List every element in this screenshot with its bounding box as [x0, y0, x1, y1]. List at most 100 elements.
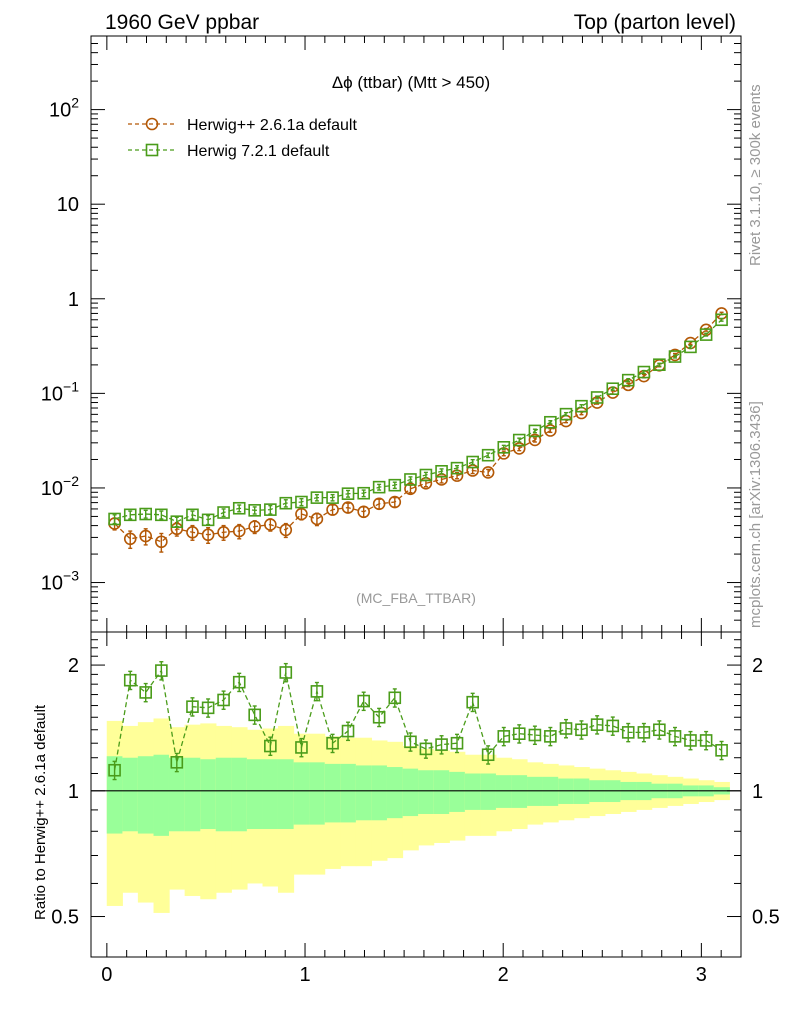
series-line [114, 319, 723, 523]
data-point-square [123, 508, 137, 522]
data-point-square [621, 373, 635, 387]
data-point-square [450, 736, 464, 750]
data-point-square [232, 501, 246, 515]
data-point-square [590, 391, 604, 404]
ratio-band-inner [433, 770, 450, 814]
data-point-square [248, 504, 261, 517]
data-point-square [139, 686, 152, 699]
data-point-square [497, 441, 511, 454]
ratio-y-tick-label-right: 1 [752, 781, 763, 803]
data-point-square [575, 399, 588, 413]
ratio-band-inner [184, 757, 201, 832]
data-point-square [186, 508, 199, 522]
ratio-y-tick-label-left: 1 [68, 781, 79, 803]
y-tick-label: 10−2 [41, 473, 79, 500]
ratio-band-inner [153, 754, 170, 836]
data-point-square [559, 722, 573, 735]
data-point-square [699, 328, 713, 341]
data-point-square [668, 730, 682, 743]
main-panel: 10−3 10−2 10−1 1 10 102 [41, 35, 742, 633]
data-point-circle [123, 532, 137, 546]
ratio-band-inner [449, 771, 466, 812]
y-tick-label: 102 [49, 95, 79, 122]
data-point-circle [310, 512, 324, 526]
data-point-square [295, 495, 308, 509]
y-tick-label: 10−1 [41, 378, 79, 405]
data-point-square [264, 503, 277, 516]
ratio-y-tick-label-left: 0.5 [51, 907, 79, 929]
data-point-square [653, 358, 666, 371]
data-point-square [357, 694, 370, 708]
ratio-band-inner [418, 770, 435, 814]
ratio-band-inner [464, 773, 482, 810]
data-point-circle [155, 535, 168, 549]
data-point-square [372, 480, 386, 494]
data-point-square [404, 473, 417, 486]
data-point-square [575, 723, 588, 737]
y-tick-label: 1 [68, 289, 79, 311]
ratio-y-tick-label-left: 2 [68, 655, 79, 677]
x-tick-label: 1 [299, 964, 310, 986]
ratio-band-inner [324, 763, 341, 823]
data-point-square [123, 673, 137, 687]
data-point-circle [139, 529, 152, 543]
legend-herwigpp-label: Herwig++ 2.6.1a default [187, 117, 357, 134]
data-point-square [310, 491, 324, 504]
data-point-circle [341, 501, 355, 514]
ratio-y-tick-label-right: 0.5 [752, 907, 780, 929]
data-point-square [404, 735, 417, 749]
data-point-circle [528, 433, 542, 447]
data-point-square [466, 695, 479, 709]
data-point-square [372, 710, 386, 724]
ratio-band-inner [215, 757, 232, 832]
data-point-square [528, 728, 542, 742]
ratio-band-inner [371, 765, 388, 821]
data-point-square [326, 491, 339, 504]
ratio-band-inner [355, 765, 373, 821]
data-point-square [341, 487, 355, 500]
legend: Herwig++ 2.6.1a default Herwig 7.2.1 def… [128, 117, 357, 160]
legend-herwig7-marker [145, 143, 159, 157]
data-point-circle [186, 525, 199, 539]
legend-herwig7-label: Herwig 7.2.1 default [187, 143, 330, 160]
analysis-label: (MC_FBA_TTBAR) [356, 590, 476, 606]
data-point-circle [326, 503, 339, 516]
data-point-square [637, 726, 651, 739]
x-tick-label: 2 [498, 964, 509, 986]
data-point-square [357, 486, 370, 500]
data-point-circle [248, 520, 261, 533]
ratio-band-inner [262, 759, 279, 830]
ratio-y-axis-label: Ratio to Herwig++ 2.6.1a default [32, 704, 49, 920]
ratio-panel: 0 1 2 3 0.5 0.5 1 1 2 2 [51, 631, 780, 986]
data-point-square [637, 365, 651, 379]
ratio-band-inner [137, 756, 155, 834]
data-point-square [201, 701, 215, 715]
legend-herwigpp-marker [145, 117, 159, 131]
data-point-square [232, 675, 246, 689]
data-point-square [310, 685, 324, 698]
ratio-band-inner [511, 775, 528, 808]
x-tick-label: 0 [101, 964, 112, 986]
data-point-square [481, 448, 495, 462]
data-point-square [684, 734, 697, 747]
ratio-band-inner [293, 762, 310, 825]
ratio-band-inner [386, 767, 404, 819]
ratio-band-inner [246, 759, 264, 830]
data-point-square [559, 407, 573, 421]
data-point-square [419, 742, 433, 756]
x-tick-label: 3 [696, 964, 707, 986]
ratio-band-inner [168, 757, 186, 832]
ratio-band-inner [402, 768, 419, 817]
ratio-y-tick-label-right: 2 [752, 655, 763, 677]
data-point-square [606, 719, 620, 733]
data-point-square [155, 664, 168, 677]
header-right-label: Top (parton level) [574, 11, 736, 34]
data-point-square [621, 726, 635, 739]
data-point-square [419, 468, 433, 482]
data-point-square [388, 478, 402, 492]
data-point-square [653, 723, 666, 737]
ratio-band-inner [480, 773, 497, 810]
data-point-square [512, 727, 526, 740]
ratio-band-inner [231, 757, 248, 832]
data-point-square [186, 700, 199, 713]
